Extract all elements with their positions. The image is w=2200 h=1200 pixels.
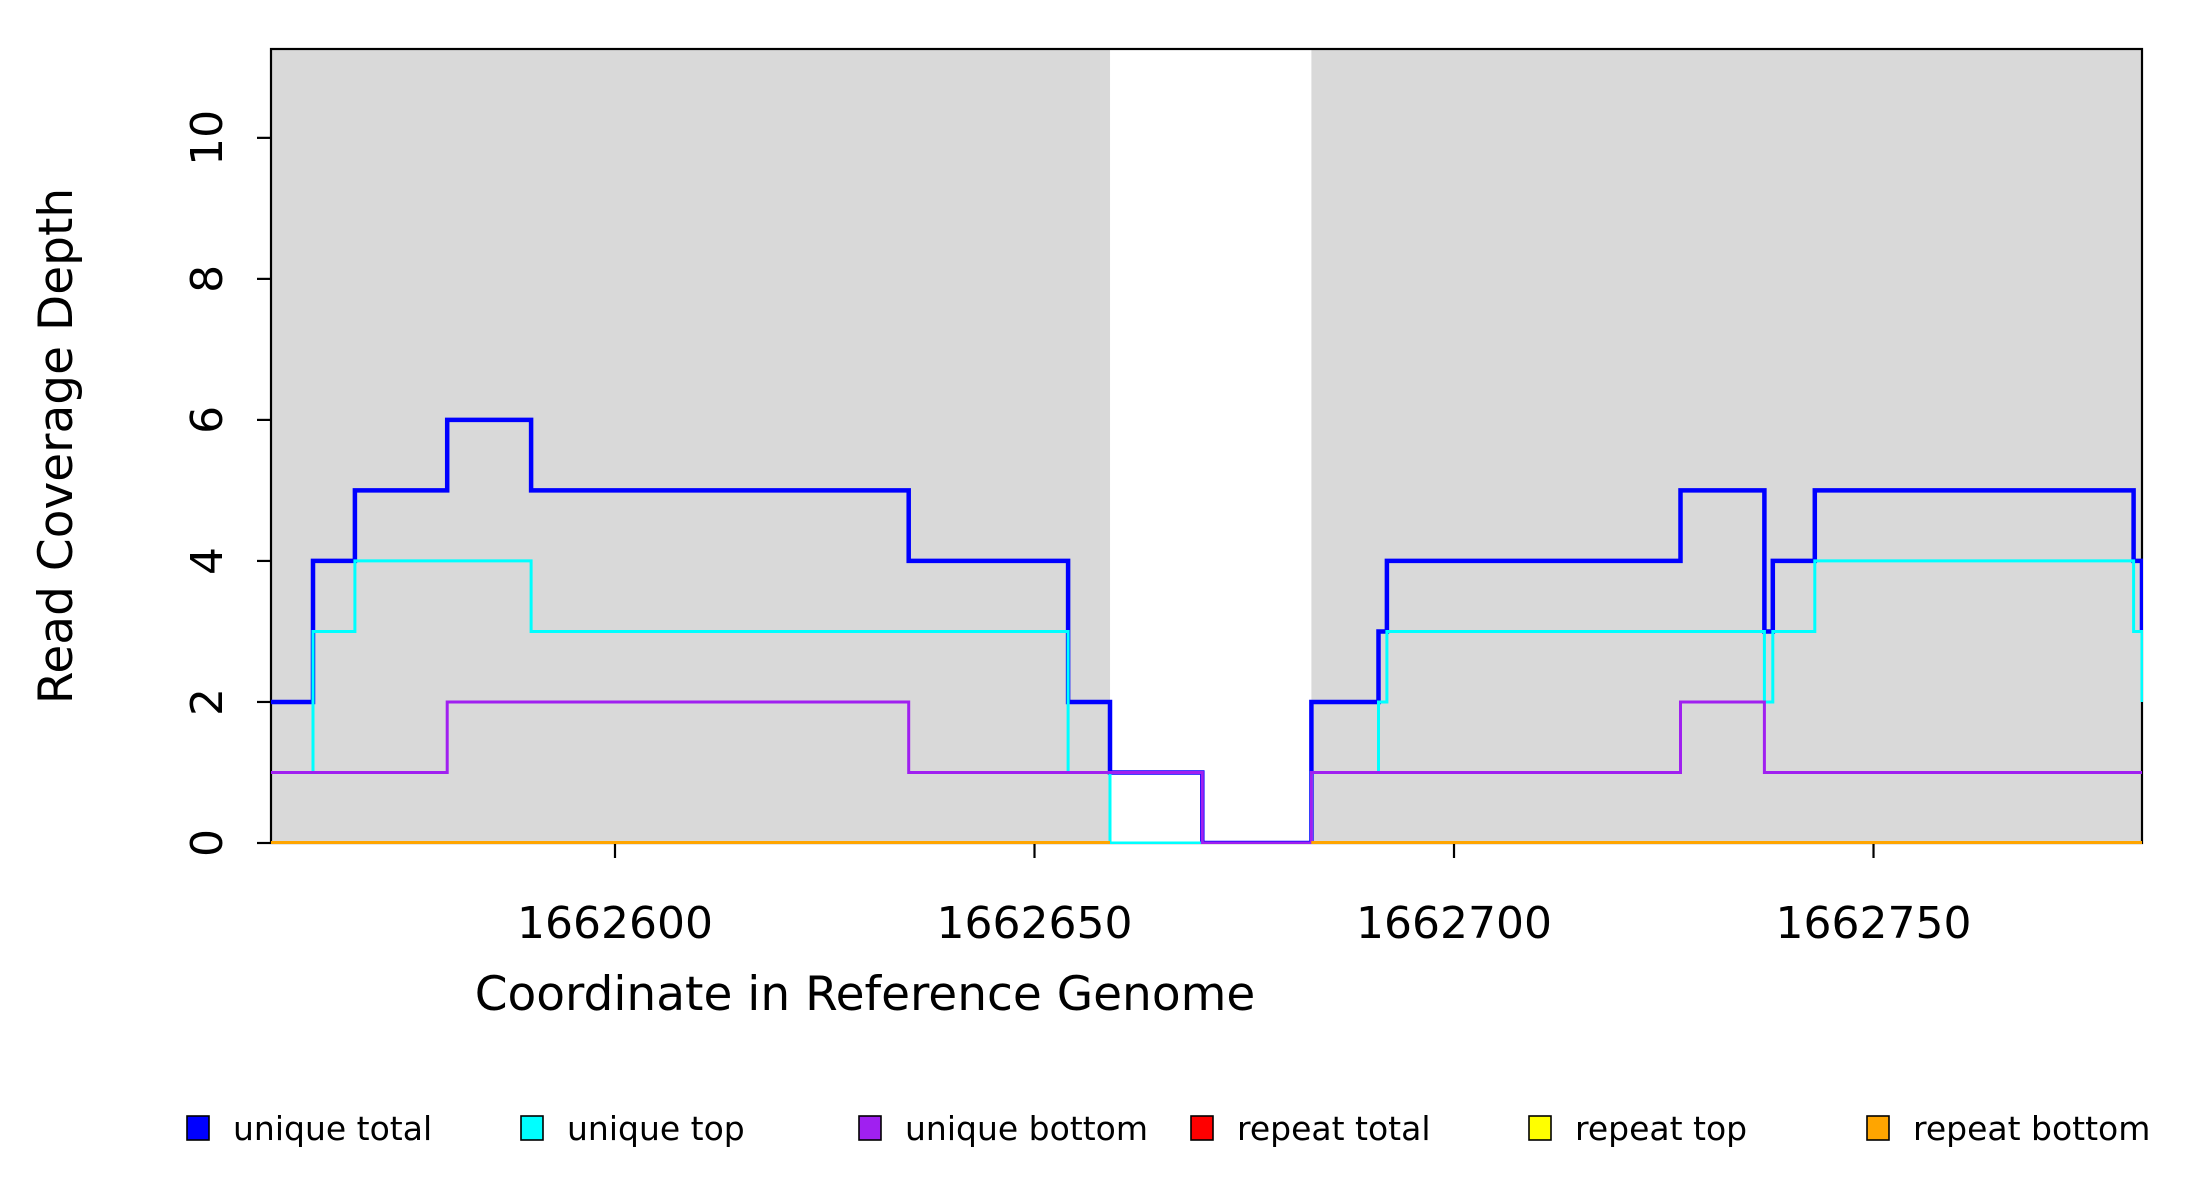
legend-label-repeat-bottom: repeat bottom: [1913, 1109, 2150, 1148]
y-axis-tick-label: 10: [182, 110, 233, 166]
legend-swatch-unique-bottom: [858, 1115, 882, 1141]
x-axis-tick-label: 1662700: [1356, 898, 1552, 949]
x-axis-tick-label: 1662600: [517, 898, 713, 949]
x-axis-title: Coordinate in Reference Genome: [475, 967, 1256, 1022]
y-axis-tick-label: 6: [182, 406, 233, 434]
repeat-region-shade: [271, 49, 1111, 843]
legend-swatch-repeat-top: [1528, 1115, 1552, 1141]
y-axis-tick-label: 0: [182, 829, 233, 857]
y-axis-tick-label: 4: [182, 547, 233, 575]
series-line-unique-bottom: [271, 700, 2142, 844]
legend: unique total unique top unique bottom repea…: [186, 1109, 2150, 1148]
legend-swatch-repeat-bottom: [1866, 1115, 1890, 1141]
legend-label-unique-total: unique total: [233, 1109, 432, 1148]
y-axis-tick-label: 8: [182, 265, 233, 293]
legend-swatch-repeat-total: [1190, 1115, 1214, 1141]
legend-swatch-unique-top: [520, 1115, 544, 1141]
x-axis-tick-label: 1662750: [1776, 898, 1972, 949]
legend-swatch-unique-total: [186, 1115, 210, 1141]
legend-label-unique-bottom: unique bottom: [905, 1109, 1148, 1148]
legend-label-repeat-total: repeat total: [1237, 1109, 1431, 1148]
legend-label-unique-top: unique top: [567, 1109, 745, 1148]
y-axis-title: Read Coverage Depth: [29, 188, 84, 704]
series-lines: [271, 417, 2143, 844]
repeat-region-shade: [1311, 49, 2142, 843]
y-axis-tick-label: 2: [182, 688, 233, 716]
x-axis-tick-label: 1662650: [937, 898, 1133, 949]
legend-label-repeat-top: repeat top: [1575, 1109, 1747, 1148]
